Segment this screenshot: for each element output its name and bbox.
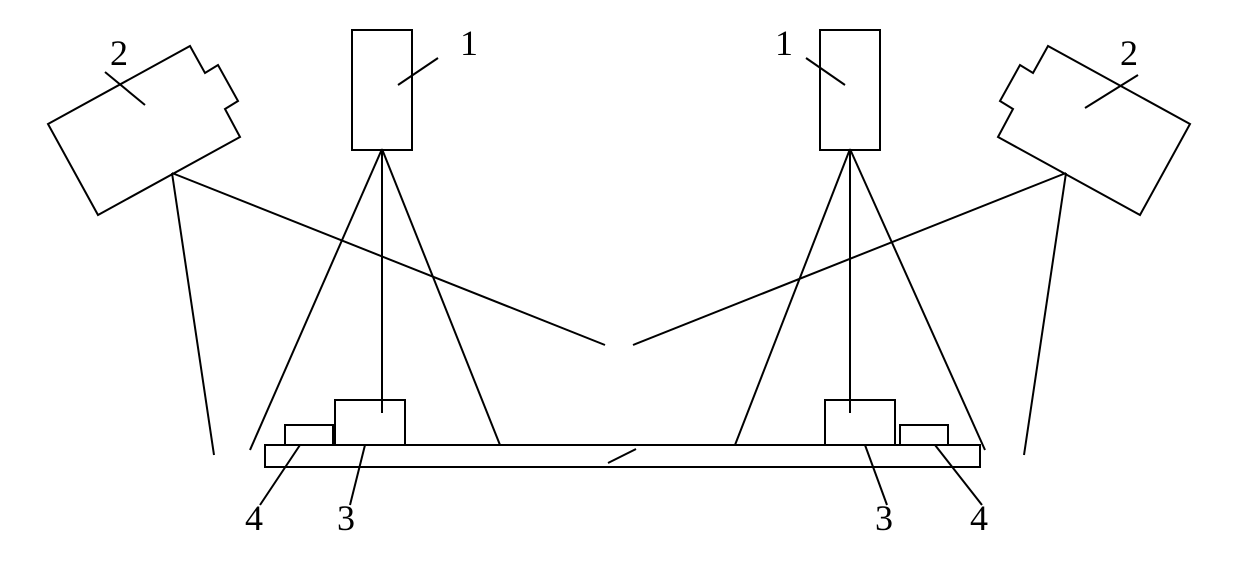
- cam2-left-ray-1: [172, 173, 605, 345]
- cam2-left: [48, 46, 240, 215]
- cam2-right-ray-0: [1024, 173, 1066, 455]
- cam1-left: [352, 30, 412, 150]
- lbl-4-right-leader: [935, 445, 982, 505]
- lbl-3-left-leader: [350, 445, 365, 505]
- lbl-3-right-leader: [865, 445, 887, 505]
- cam1-right: [820, 30, 880, 150]
- lbl-2-left: 2: [110, 33, 128, 73]
- blk3-left: [335, 400, 405, 445]
- lbl-1-right-leader: [806, 58, 845, 85]
- blk4-right: [900, 425, 948, 445]
- cam2-right: [998, 46, 1190, 215]
- cam1-right-ray-2: [850, 149, 985, 450]
- lbl-4-right: 4: [970, 498, 988, 538]
- lbl-2-right: 2: [1120, 33, 1138, 73]
- cam1-left-ray-0: [250, 149, 382, 450]
- lbl-3-right: 3: [875, 498, 893, 538]
- base-tick: [608, 449, 636, 463]
- cam2-left-ray-0: [172, 173, 214, 455]
- lbl-1-right: 1: [775, 23, 793, 63]
- lbl-1-left: 1: [460, 23, 478, 63]
- diagram-canvas: 1 2 1 2 4 3 3 4: [0, 0, 1240, 563]
- blk4-left: [285, 425, 333, 445]
- lbl-1-left-leader: [398, 58, 438, 85]
- lbl-3-left: 3: [337, 498, 355, 538]
- blk3-right: [825, 400, 895, 445]
- lbl-4-left: 4: [245, 498, 263, 538]
